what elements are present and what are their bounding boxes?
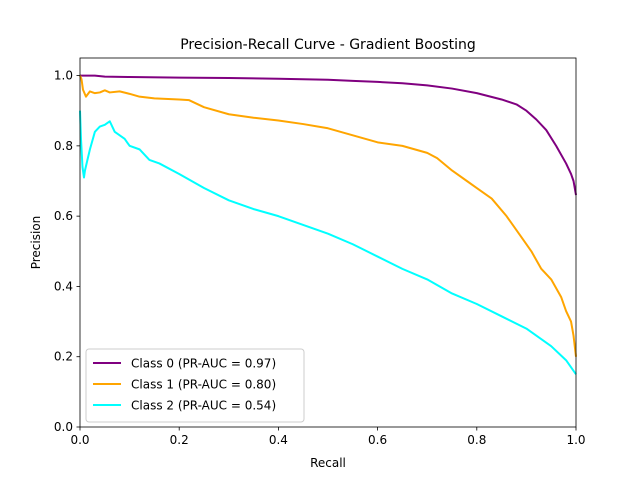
series-line-class-2 <box>79 110 577 375</box>
series-line-class-1 <box>79 75 577 357</box>
y-tick-label: 0.6 <box>54 209 73 223</box>
x-axis-label: Recall <box>310 456 346 470</box>
y-tick-label: 0.0 <box>54 420 73 434</box>
chart-title: Precision-Recall Curve - Gradient Boosti… <box>180 37 476 53</box>
y-axis-ticks: 0.0 0.2 0.4 0.6 0.8 1.0 <box>54 69 80 434</box>
legend-label-class-2: Class 2 (PR-AUC = 0.54) <box>131 399 276 413</box>
series-line-class-0 <box>80 74 577 196</box>
legend: Class 0 (PR-AUC = 0.97) Class 1 (PR-AUC =… <box>85 348 305 423</box>
legend-label-class-1: Class 1 (PR-AUC = 0.80) <box>131 378 276 392</box>
x-tick-label: 0.6 <box>368 433 387 447</box>
x-tick-label: 0.4 <box>269 433 288 447</box>
y-tick-label: 0.8 <box>54 139 73 153</box>
x-axis-ticks: 0.0 0.2 0.4 0.6 0.8 1.0 <box>70 427 586 447</box>
x-tick-label: 1.0 <box>566 433 585 447</box>
y-tick-label: 0.2 <box>54 350 73 364</box>
x-tick-label: 0.8 <box>467 433 486 447</box>
y-tick-label: 1.0 <box>54 69 73 83</box>
x-tick-label: 0.0 <box>70 433 89 447</box>
y-axis-label: Precision <box>29 216 43 270</box>
plot-frame <box>79 57 577 428</box>
legend-label-class-0: Class 0 (PR-AUC = 0.97) <box>131 357 276 371</box>
series-layer <box>79 74 577 375</box>
y-tick-label: 0.4 <box>54 279 73 293</box>
legend-box <box>85 348 305 423</box>
x-tick-label: 0.2 <box>170 433 189 447</box>
